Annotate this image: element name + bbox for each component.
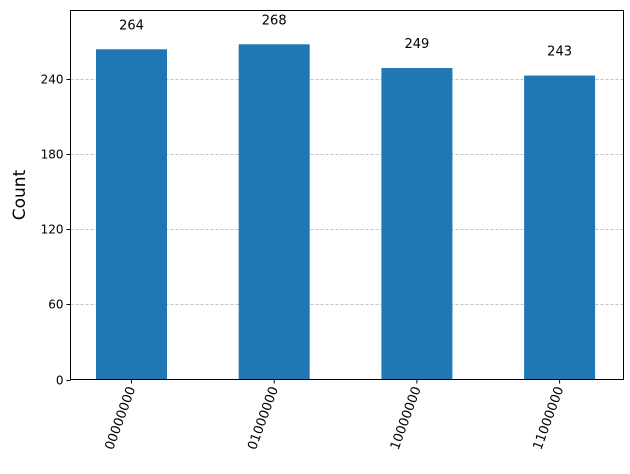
y-tick-label: 120 — [41, 223, 64, 237]
y-tick-label: 180 — [41, 148, 64, 162]
x-axis: 00000000 01000000 10000000 11000000 — [103, 379, 568, 452]
x-tick-label: 10000000 — [388, 385, 425, 452]
x-tick-label: 00000000 — [103, 385, 140, 452]
bars — [96, 44, 596, 380]
y-tick-label: 60 — [48, 298, 63, 312]
bar — [96, 49, 167, 380]
x-tick-label: 01000000 — [245, 385, 282, 452]
data-labels: 264 268 249 243 — [119, 13, 572, 59]
data-label: 249 — [404, 37, 429, 52]
bar — [238, 44, 310, 380]
y-axis: 0 60 120 180 240 — [41, 73, 71, 388]
data-label: 264 — [119, 18, 144, 33]
plot-frame — [70, 10, 624, 380]
data-label: 243 — [547, 45, 572, 60]
x-tick-label: 11000000 — [531, 385, 568, 452]
y-axis-label: Count — [10, 169, 30, 220]
data-label: 268 — [262, 13, 287, 28]
bar — [381, 68, 453, 380]
y-tick-label: 240 — [41, 73, 64, 87]
y-tick-label: 0 — [56, 374, 64, 388]
bar — [524, 75, 596, 380]
